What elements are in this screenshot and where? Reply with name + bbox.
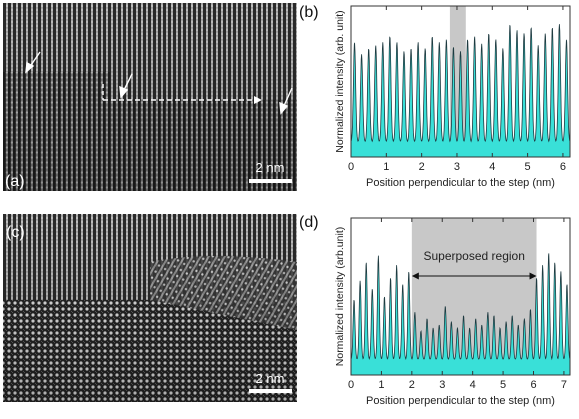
panel-a: (a) 2 nm	[3, 3, 297, 191]
x-tick-label: 1	[378, 379, 384, 391]
annotation-arrowhead-right	[529, 272, 537, 280]
x-tick-label: 4	[489, 161, 495, 173]
intensity-line	[350, 253, 571, 361]
panel-a-label: (a)	[5, 173, 25, 190]
x-tick-label: 1	[383, 161, 389, 173]
x-tick-label: 6	[530, 379, 536, 391]
x-axis-label: Position perpendicular to the step (nm)	[366, 177, 555, 189]
panel-c-scale-bar-label: 2 nm	[256, 371, 285, 386]
panel-b: (b) 0 1 2 3 4 5 6 Position perpendicular to the…	[299, 4, 571, 189]
x-tick-label: 2	[419, 161, 425, 173]
plot-frame	[350, 5, 571, 158]
chart-b: 0 1 2 3 4 5 6 Position perpendicular to the ste…	[334, 5, 571, 189]
x-tick-label: 7	[561, 379, 567, 391]
x-tick-label: 5	[500, 379, 506, 391]
x-tick-label: 0	[348, 379, 354, 391]
panel-c: (c) 2 nm	[3, 214, 297, 402]
annotation-arrowhead-left	[411, 272, 419, 280]
plot-frame	[350, 217, 571, 376]
x-tick-label: 6	[560, 161, 566, 173]
x-tick-label: 5	[525, 161, 531, 173]
panel-a-arrows	[25, 51, 293, 115]
panel-c-label: (c)	[6, 224, 25, 241]
panel-d: (d) 0 1 2 3 4 5 6 7 Position perpendicular to th…	[299, 214, 571, 407]
panel-a-dashed-arrow	[102, 84, 262, 104]
panel-d-label: (d)	[299, 214, 319, 231]
x-tick-label: 3	[439, 379, 445, 391]
x-tick-label: 0	[348, 161, 354, 173]
panel-c-scale-bar	[249, 389, 292, 393]
x-tick-label: 2	[409, 379, 415, 391]
x-axis-label: Position perpendicular to the step (nm)	[366, 395, 555, 407]
intensity-fill	[351, 253, 570, 375]
y-axis-label: Normalized intensity (arb.unit)	[334, 227, 346, 366]
intensity-line	[350, 24, 571, 143]
x-tick-label: 3	[454, 161, 460, 173]
panel-a-scale-bar	[249, 179, 292, 183]
panel-b-label: (b)	[299, 4, 319, 21]
panel-a-scale-bar-label: 2 nm	[256, 160, 285, 175]
x-tick-label: 4	[470, 379, 476, 391]
y-axis-label: Normalized intensity (arb. unit)	[334, 10, 346, 152]
chart-d: 0 1 2 3 4 5 6 7 Position perpendicular to the st…	[334, 217, 571, 407]
annotation-label: Superposed region	[423, 249, 524, 263]
